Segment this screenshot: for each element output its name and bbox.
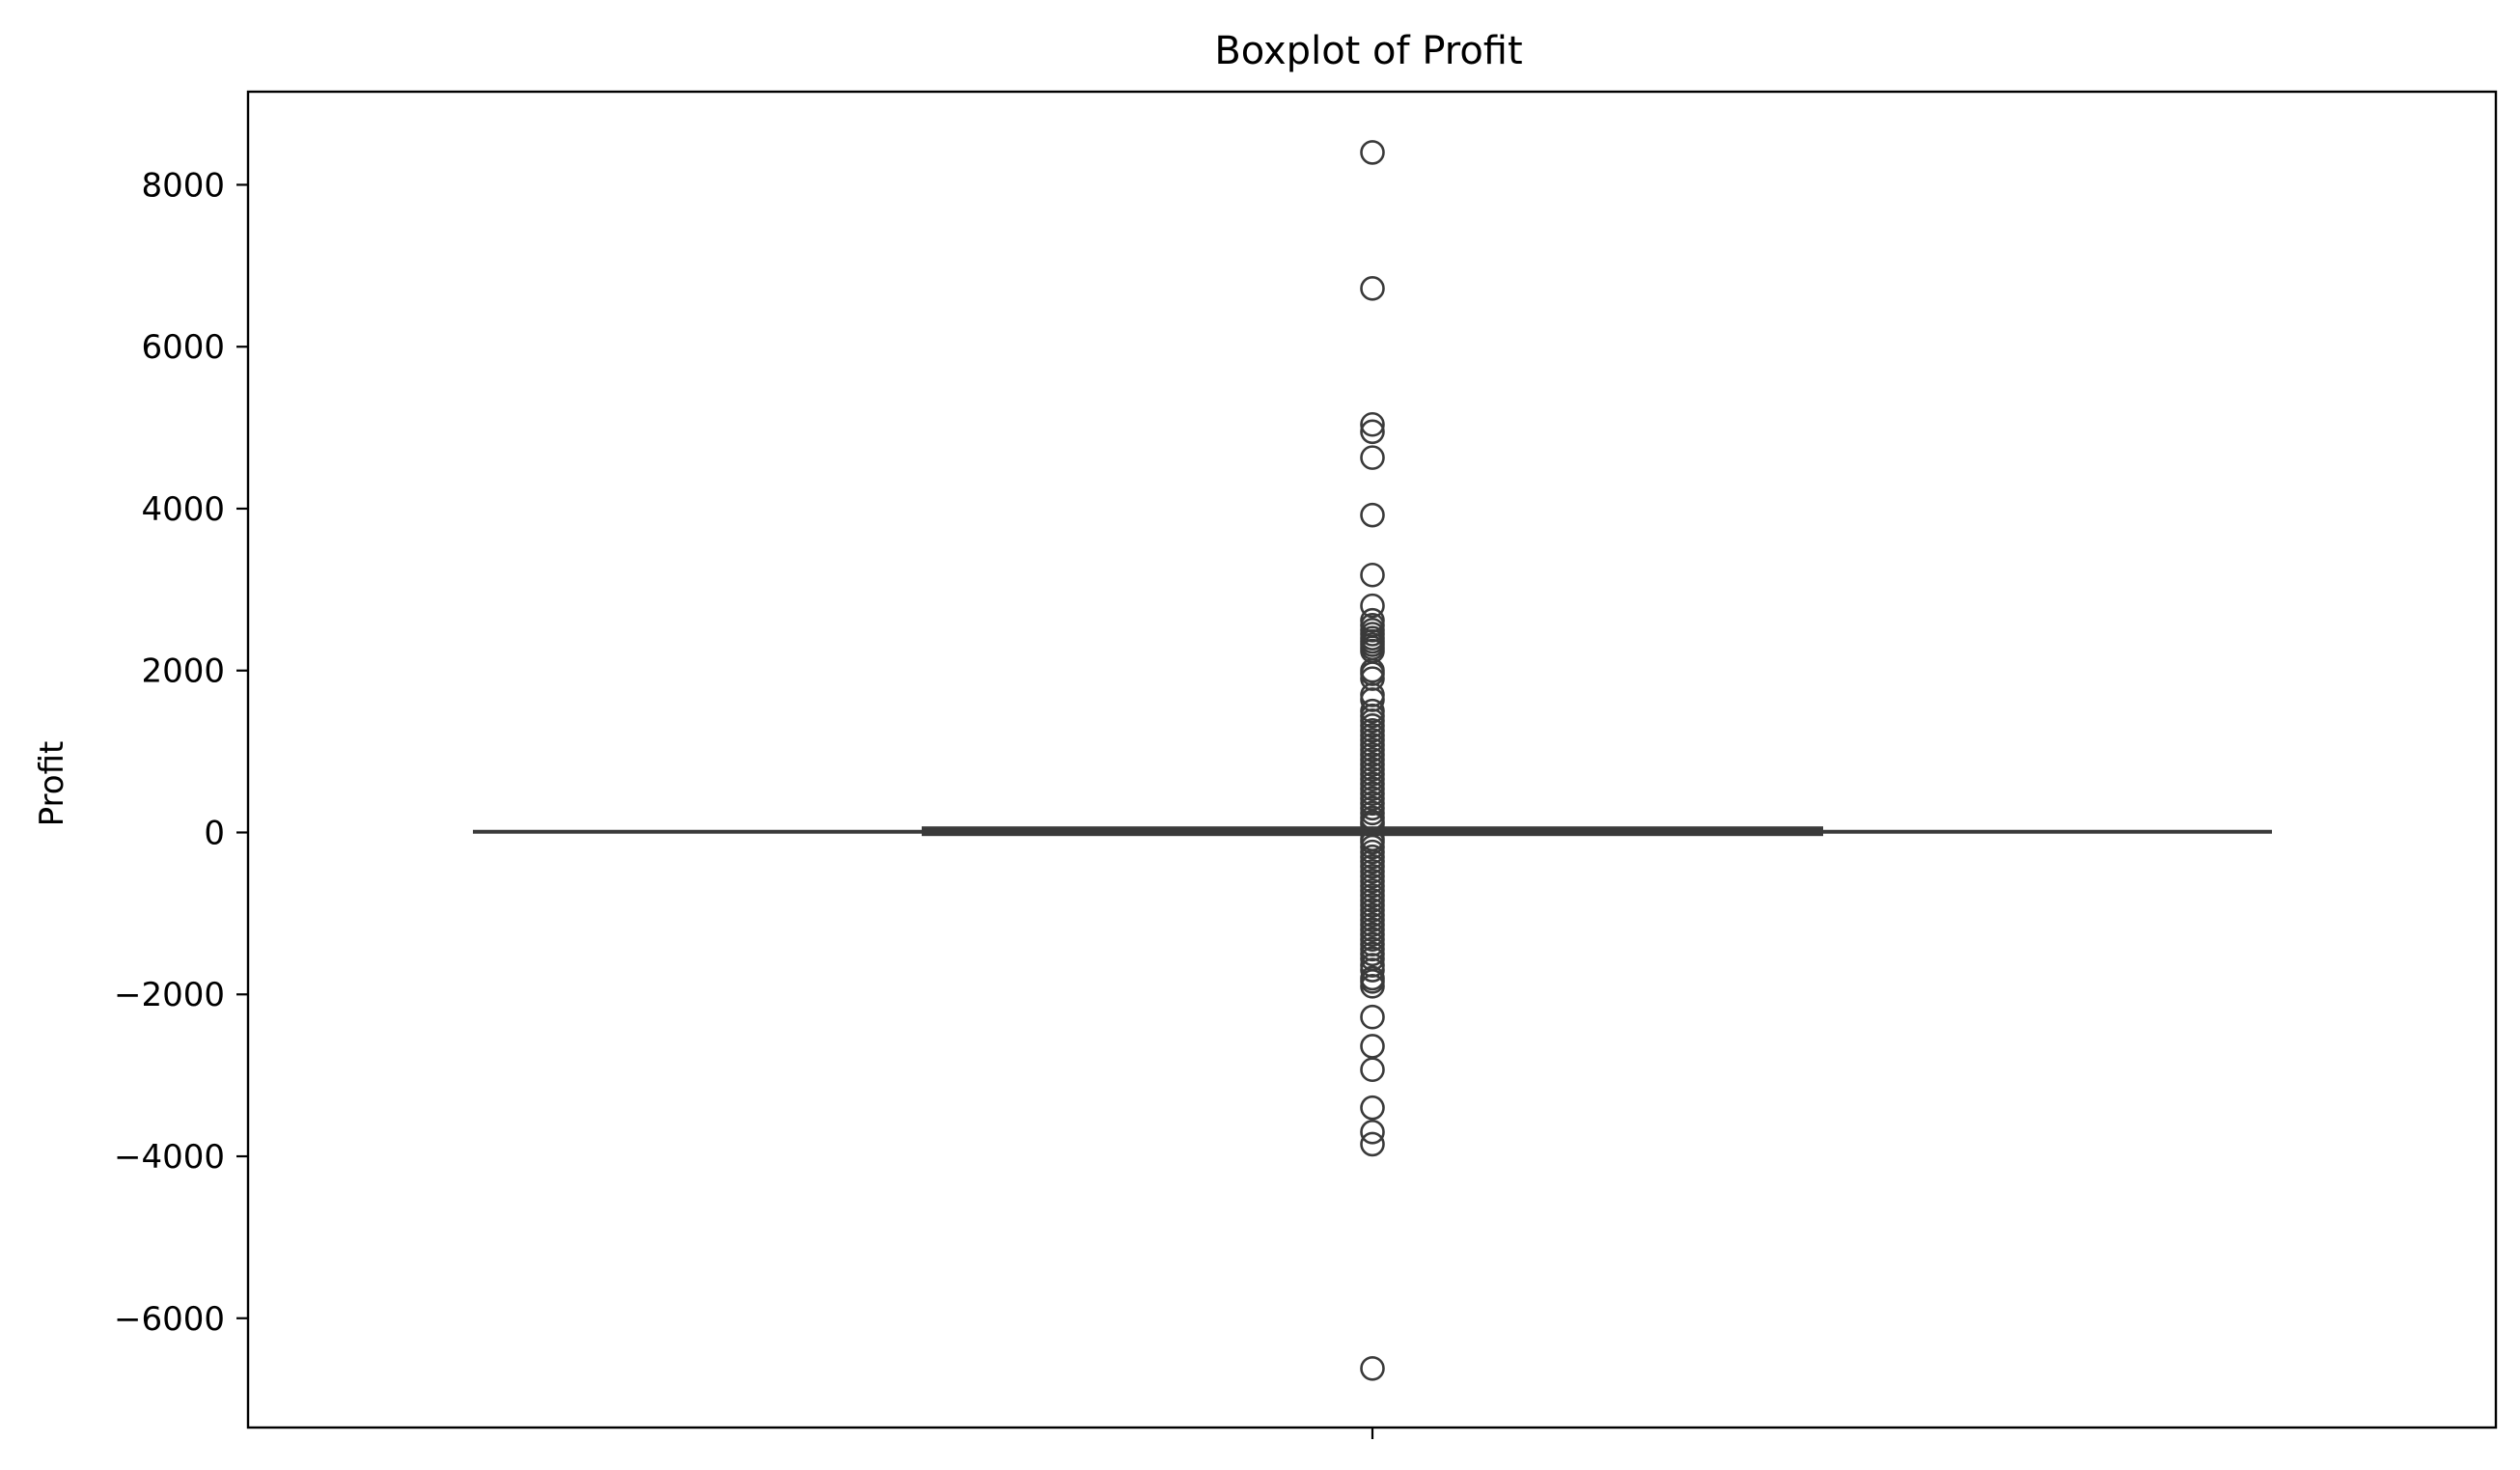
outlier-point <box>1360 445 1385 470</box>
outlier-point <box>1360 411 1385 437</box>
y-tick-label: −4000 <box>114 1138 225 1177</box>
y-axis-label: Profit <box>33 741 71 827</box>
outlier-point <box>1360 1131 1385 1157</box>
y-tick-label: 4000 <box>141 490 225 529</box>
y-tick-label: −6000 <box>114 1300 225 1339</box>
outlier-point <box>1360 276 1385 301</box>
y-tick-label: 2000 <box>141 652 225 691</box>
plot-area: 8000 6000 4000 2000 0 −2000 −4000 −6000 <box>114 90 2498 1439</box>
outlier-point <box>1360 957 1385 983</box>
outlier-point <box>1360 140 1385 165</box>
y-tick-label: 0 <box>204 814 225 852</box>
plot-frame <box>246 90 2498 1429</box>
outlier-point <box>1360 1034 1385 1059</box>
outlier-point <box>1360 1057 1385 1083</box>
outlier-point <box>1360 562 1385 588</box>
y-tick-label: 8000 <box>141 166 225 205</box>
outlier-point <box>1360 502 1385 528</box>
outlier-point <box>1360 1004 1385 1030</box>
chart-title: Boxplot of Profit <box>1214 29 1522 73</box>
y-tick-label: 6000 <box>141 328 225 367</box>
outlier-point <box>1360 419 1385 445</box>
outlier-point <box>1360 1095 1385 1121</box>
outlier-point <box>1360 593 1385 619</box>
outlier-point <box>1360 1355 1385 1381</box>
outlier-point <box>1360 974 1385 999</box>
outlier-point <box>1360 1120 1385 1145</box>
y-tick-label: −2000 <box>114 976 225 1014</box>
